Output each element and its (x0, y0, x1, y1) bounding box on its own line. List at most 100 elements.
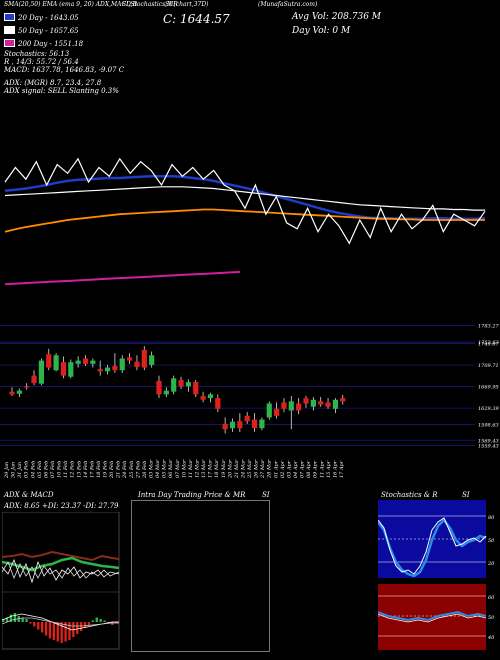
candle-body (9, 391, 15, 395)
candle-body (104, 367, 111, 372)
legend-swatch (4, 13, 15, 21)
date-tick: 07 Mar (175, 459, 181, 478)
date-tick: 24 Mar (241, 459, 247, 479)
legend-20day: 20 Day - 1643.05 (4, 13, 79, 22)
candle-body (332, 399, 338, 409)
header-item: SI,Stochastics,MR (122, 1, 178, 8)
candle-body (340, 398, 346, 402)
date-tick: 07 Apr (300, 460, 306, 478)
macd-bar (56, 622, 59, 642)
adx-text: ADX: (MGR) 8.7, 23.4, 27.8 (4, 79, 102, 87)
date-tick: 02 Apr (280, 460, 286, 478)
day-volume: Day Vol: 0 M (292, 26, 351, 36)
di-line-grey (2, 561, 120, 580)
legend-label: 50 Day - 1657.65 (18, 27, 79, 35)
candle-body (163, 390, 169, 395)
macd-bar (9, 614, 13, 622)
date-tick: 31 Jan (17, 462, 23, 478)
ma-series-line (4, 186, 485, 211)
candle-body (38, 360, 44, 384)
date-tick: 27 Mar (260, 459, 266, 479)
macd-bar (95, 617, 98, 622)
candle-body (171, 378, 177, 392)
date-tick: 27 Feb (135, 461, 141, 479)
ma-series-line (4, 270, 241, 286)
date-tick: 08 Apr (306, 460, 312, 478)
stoch-k-line (378, 518, 487, 578)
candle-body (296, 403, 302, 411)
intraday-panel (131, 500, 270, 652)
macd-bar (33, 622, 36, 627)
date-tick: 18 Feb (96, 461, 102, 478)
adx-panel-title: ADX & MACD (4, 491, 54, 499)
price-tick: 1749.67 (478, 342, 499, 348)
date-tick: 05 Mar (162, 459, 168, 478)
stoch-tick: 50 (488, 538, 495, 544)
header-item: SMA(20,50) EMA (ema 9, 20) ADX,MACD,B (4, 1, 137, 8)
candle-body (244, 415, 250, 422)
candle-body (303, 398, 309, 404)
candle-body (90, 360, 96, 364)
macd-bar (52, 622, 56, 640)
legend-label: 200 Day - 1551.18 (18, 40, 84, 48)
candle-body (149, 355, 155, 365)
candle-body (281, 402, 287, 409)
intraday-si: SI (262, 491, 270, 499)
adx-macd-panel (2, 512, 120, 650)
macd-bar (76, 622, 79, 634)
candle-body (127, 357, 133, 361)
close-price: C: 1644.57 (163, 12, 230, 26)
candle-body (266, 403, 272, 418)
legend-200day: 200 Day - 1551.18 (4, 39, 83, 48)
rsi-text: R , 14/3: 55.72 / 56.4 (4, 58, 79, 66)
price-tick: 1752.63 (478, 340, 499, 346)
price-tick: 1783.27 (478, 324, 499, 330)
date-tick: 12 Mar (195, 459, 201, 478)
rsi-tick: 40 (487, 635, 495, 641)
macd-bar (68, 622, 71, 640)
candle-body (222, 423, 228, 430)
macd-bar (103, 620, 106, 622)
date-tick: 06 Feb (43, 461, 49, 478)
candle-body (288, 401, 294, 411)
candle-body (46, 354, 52, 368)
date-tick: 26 Mar (254, 459, 260, 479)
header-item: (MunafaSutra.com) (258, 1, 318, 8)
stoch-tick: 80 (488, 515, 495, 521)
candle-body (60, 362, 67, 376)
macd-bar (83, 622, 87, 628)
macd-bar (5, 617, 9, 622)
adx-line (2, 550, 120, 562)
candle-body (310, 399, 316, 407)
ma-series-line (4, 175, 486, 221)
rsi-line (378, 610, 487, 622)
date-tick: 10 Feb (57, 461, 63, 478)
candle-body (207, 394, 214, 399)
date-tick: 17 Mar (208, 459, 214, 478)
date-tick: 04 Feb (30, 461, 36, 478)
rsi-tick: 50 (488, 615, 495, 621)
plus-di-line (2, 556, 120, 572)
intraday-title: Intra Day Trading Price & MR (138, 491, 246, 499)
candle-body (119, 358, 125, 371)
mrsi-line (378, 613, 487, 623)
legend-swatch (4, 39, 15, 47)
macd-bar (64, 622, 67, 642)
candle-body (16, 390, 22, 394)
candle-body (229, 421, 236, 429)
date-tick: 09 Apr (313, 460, 319, 478)
date-tick: 10 Mar (181, 459, 187, 478)
macd-bar (41, 622, 44, 633)
candle-body (200, 395, 206, 400)
price-tick: 1559.43 (478, 444, 499, 450)
macd-bar (99, 619, 102, 622)
candle-body (156, 380, 162, 395)
date-tick: 13 Mar (201, 459, 207, 478)
candle-body (31, 375, 37, 384)
macd-signal-line (2, 617, 119, 627)
legend-swatch (4, 26, 15, 34)
date-tick: 11 Feb (63, 461, 69, 478)
date-tick: 01 Apr (273, 460, 279, 478)
date-tick: 03 Apr (287, 460, 293, 478)
